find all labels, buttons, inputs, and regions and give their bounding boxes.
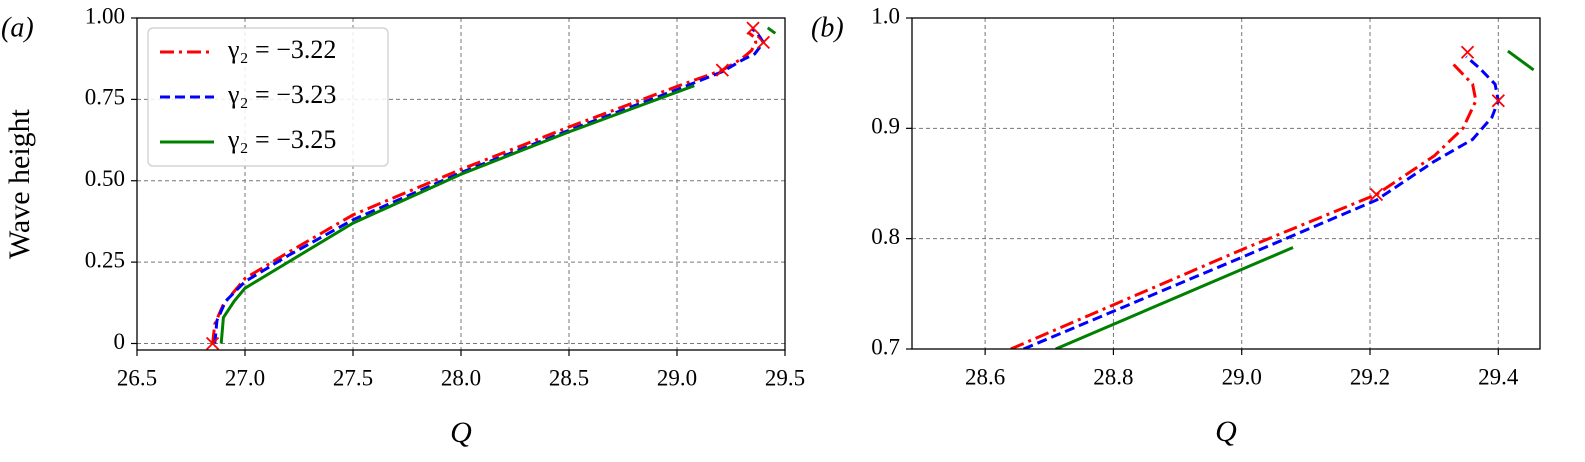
x-tick-label: 29.0 <box>657 365 697 390</box>
y-tick-label: 0.50 <box>85 166 125 191</box>
marker <box>756 35 771 50</box>
y-tick-label: 0.25 <box>85 247 125 272</box>
legend-label: γ₂ = −3.22 <box>227 35 336 64</box>
marker <box>715 63 729 77</box>
plot-area <box>211 26 777 344</box>
x-tick-label: 27.0 <box>225 365 265 390</box>
y-axis-label: Wave height <box>3 108 36 259</box>
marker <box>205 336 220 351</box>
panel-label: (a) <box>1 12 34 43</box>
legend-label: γ₂ = −3.23 <box>227 80 336 109</box>
y-tick-label: 0.7 <box>871 334 900 359</box>
panel-label: (b) <box>811 12 844 43</box>
x-tick-label: 27.5 <box>333 365 373 390</box>
data-line <box>1023 55 1500 349</box>
marker <box>1491 94 1505 108</box>
axes-frame <box>911 17 1541 350</box>
x-tick-label: 29.0 <box>1222 364 1262 389</box>
data-line <box>1010 63 1478 349</box>
y-tick-label: 0.75 <box>85 85 125 110</box>
x-tick-label: 29.4 <box>1478 364 1519 389</box>
y-tick-label: 0 <box>114 329 126 354</box>
x-tick-label: 28.6 <box>965 364 1005 389</box>
y-tick-label: 1.0 <box>871 3 900 28</box>
x-tick-label: 28.5 <box>549 365 589 390</box>
y-tick-label: 0.8 <box>871 224 900 249</box>
marker <box>1369 187 1384 202</box>
marker <box>746 21 760 35</box>
y-tick-label: 1.00 <box>85 3 125 28</box>
marker <box>1460 45 1475 59</box>
axes-frame <box>136 17 786 351</box>
data-line <box>213 28 766 344</box>
legend-label: γ₂ = −3.25 <box>227 125 336 154</box>
x-axis-label: Q <box>450 416 472 449</box>
data-line <box>1055 49 1535 349</box>
x-tick-label: 28.8 <box>1093 364 1133 389</box>
x-tick-label: 29.2 <box>1350 364 1390 389</box>
x-tick-label: 29.5 <box>765 365 805 390</box>
legend-box <box>147 27 389 167</box>
plot-area <box>1010 49 1535 349</box>
data-line <box>211 31 758 344</box>
x-tick-label: 26.5 <box>117 365 157 390</box>
x-axis-label: Q <box>1215 415 1237 448</box>
y-tick-label: 0.9 <box>871 114 900 139</box>
data-line <box>219 26 777 344</box>
x-tick-label: 28.0 <box>441 365 481 390</box>
